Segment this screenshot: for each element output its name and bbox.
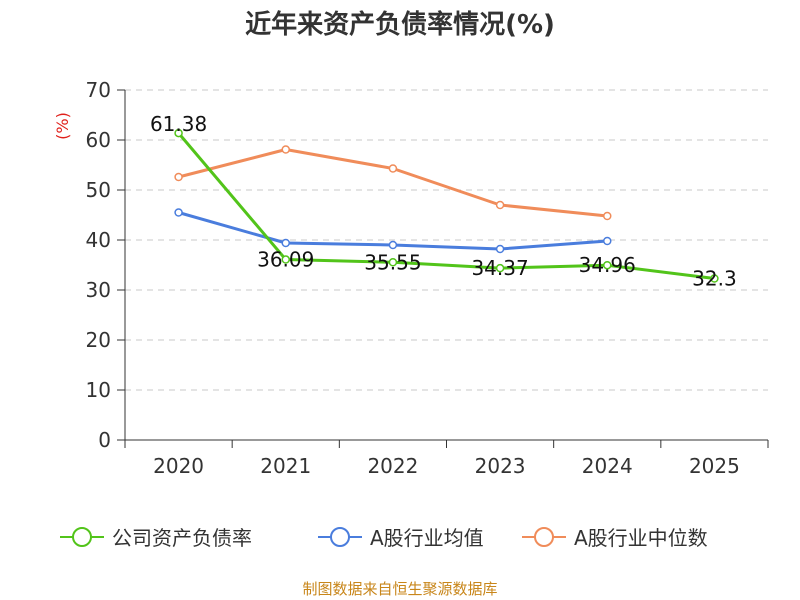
- data-point: [388, 258, 398, 267]
- grid: [125, 89, 768, 391]
- data-label: 35.55: [364, 250, 421, 274]
- data-point: [174, 172, 183, 182]
- data-label: 34.37: [471, 256, 528, 280]
- y-tick-label: 0: [98, 428, 111, 452]
- legend-swatch-marker: [72, 527, 92, 547]
- data-labels: 61.38 36.09 35.55 34.37 34.96 32.3: [150, 112, 737, 290]
- data-point: [603, 260, 612, 270]
- y-tick-label: 10: [86, 378, 111, 402]
- data-point: [603, 236, 612, 246]
- series-line: [178, 148, 608, 218]
- x-tick-label: 2020: [153, 454, 204, 478]
- x-tick-label: 2024: [582, 454, 633, 478]
- axes: 0 10 20 30 40 50 60 70 2020 2021 2022 2023 2024 2025: [86, 78, 769, 478]
- series: [174, 128, 719, 283]
- data-point: [281, 255, 290, 264]
- x-tick-label: 2021: [260, 454, 311, 478]
- y-tick-label: 30: [86, 278, 111, 302]
- data-label: 32.3: [692, 267, 737, 291]
- y-tick-label: 20: [86, 328, 111, 352]
- data-label: 34.96: [579, 253, 636, 277]
- data-point: [495, 244, 505, 254]
- data-point: [281, 238, 290, 248]
- legend-swatch-marker: [534, 527, 554, 547]
- legend-label: A股行业均值: [370, 526, 484, 550]
- data-point: [710, 274, 719, 283]
- y-tick-label: 60: [86, 128, 111, 152]
- y-tick-label: 70: [86, 78, 111, 102]
- legend-swatch-marker: [330, 527, 350, 547]
- legend-label: 公司资产负债率: [112, 526, 252, 550]
- data-point: [388, 240, 398, 250]
- data-label: 61.38: [150, 112, 207, 136]
- data-point: [174, 128, 183, 138]
- data-point: [174, 208, 183, 217]
- data-point: [495, 263, 505, 273]
- y-tick-label: 50: [86, 178, 111, 202]
- y-axis-label: (%): [53, 112, 72, 140]
- source-note: 制图数据来自恒生聚源数据库: [302, 580, 497, 598]
- legend-label: A股行业中位数: [574, 526, 708, 550]
- data-point: [388, 164, 398, 173]
- data-point: [495, 200, 505, 210]
- legend: 公司资产负债率 A股行业均值 A股行业中位数: [60, 526, 708, 550]
- chart-title: 近年来资产负债率情况(%): [245, 9, 555, 40]
- data-label: 36.09: [257, 248, 314, 272]
- data-point: [281, 145, 290, 154]
- series-line: [177, 132, 715, 280]
- y-tick-label: 40: [86, 228, 111, 252]
- x-tick-label: 2023: [475, 454, 526, 478]
- data-point: [603, 211, 612, 221]
- x-tick-label: 2025: [689, 454, 740, 478]
- x-tick-label: 2022: [367, 454, 418, 478]
